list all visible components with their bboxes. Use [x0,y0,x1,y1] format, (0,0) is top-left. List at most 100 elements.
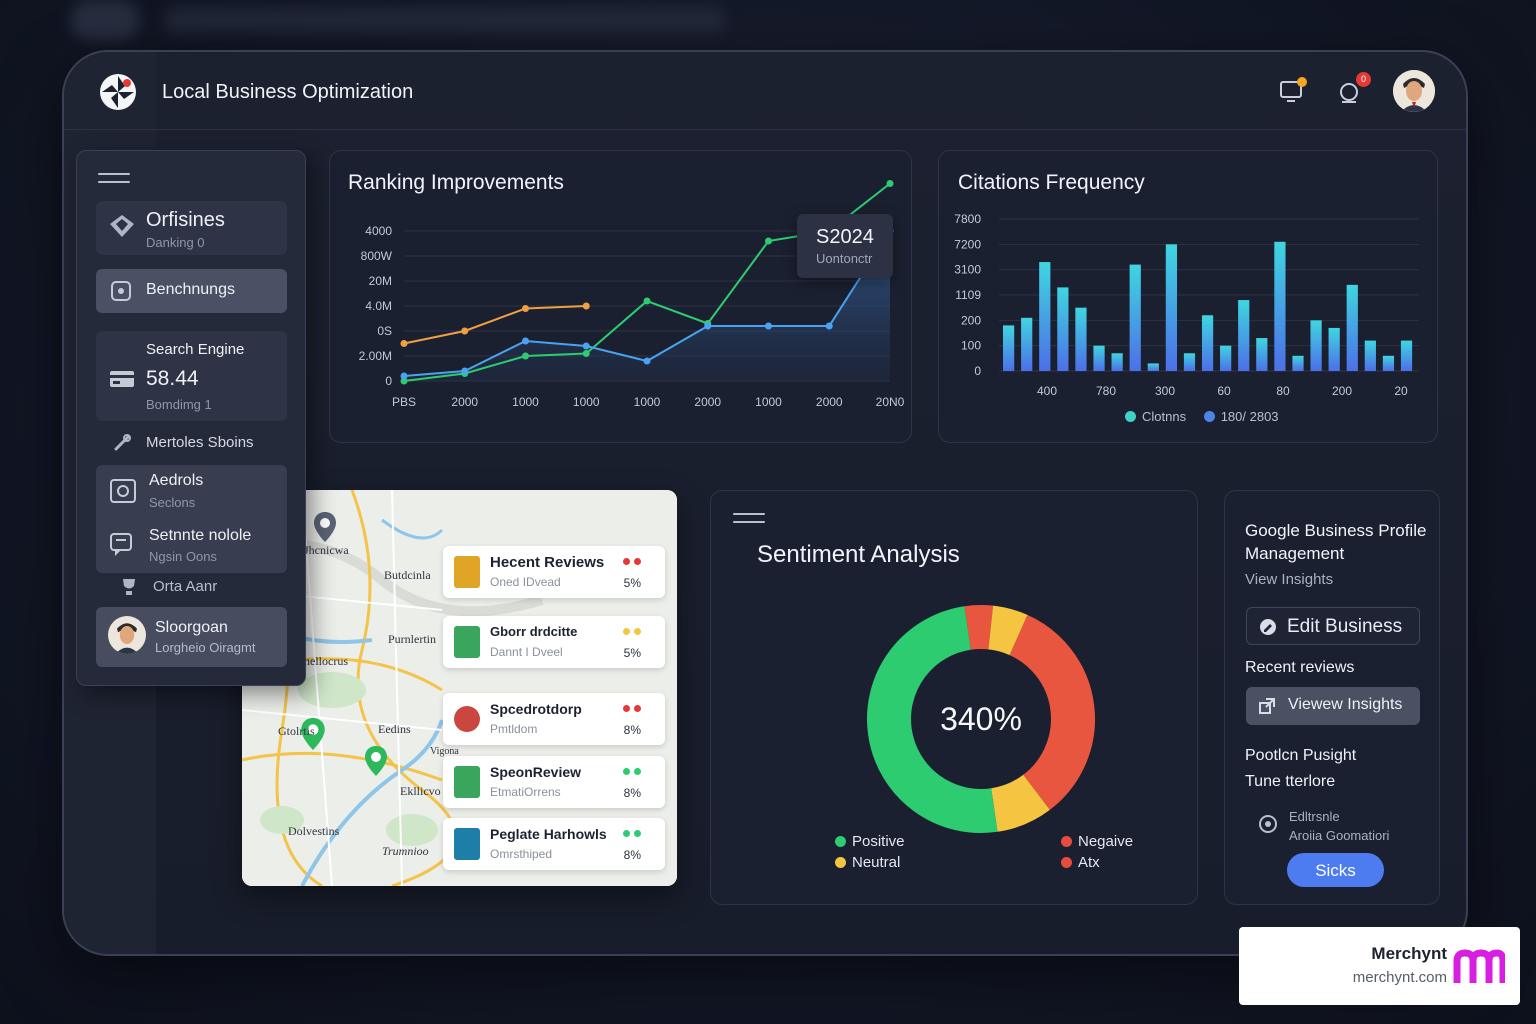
bar [1093,345,1105,371]
menu-icon[interactable] [733,513,765,527]
view-insights-button[interactable]: Viewew Insights [1246,687,1420,725]
sidebar-item-setnnte[interactable]: Setnnte nolole Ngsin Oons [96,519,287,571]
x-tick-label: 20N0 [876,395,905,409]
x-tick-label: 300 [1155,384,1175,398]
review-card[interactable]: Hecent Reviews Oned IDvead 5% [443,546,665,598]
bar [1201,315,1214,371]
sidebar-user-sub: Lorgheio Oiragmt [155,640,256,655]
data-point [461,367,469,375]
bar [1057,287,1069,371]
data-point [765,322,772,330]
data-point [765,237,772,245]
legend-citations: Clotnns [1142,409,1187,424]
sentiment-donut-chart [867,605,1095,833]
y-tick-label: 200 [961,313,981,327]
sidebar-item-sub: Danking 0 [146,235,205,250]
x-tick-label: 2000 [816,395,843,409]
map-pin-icon[interactable] [364,746,388,776]
diamond-icon [110,215,134,237]
map-label: Trumnioo [382,844,429,858]
review-card[interactable]: SpeonReview EtmatiOrrens 8% [443,756,665,808]
view-insights-button-label: Viewew Insights [1288,696,1403,713]
app-logo-icon[interactable] [98,72,138,112]
gbp-line-a: Pootlcn Pusight [1245,747,1357,764]
sidebar-item-label: Setnnte nolole [149,527,252,544]
donut-slice [1008,614,1095,810]
map-pin-icon[interactable] [314,512,336,542]
bar [1310,320,1322,371]
data-point [886,180,894,187]
sicks-button[interactable]: Sicks [1287,853,1384,887]
sidebar-item-orfisines[interactable]: Orfisines Danking 0 [96,201,287,255]
bar [1364,340,1376,371]
x-tick-label: 2000 [694,395,721,409]
edit-business-button[interactable]: Edit Business [1246,607,1420,645]
data-point [400,372,408,380]
review-title: SpeonReview [490,764,582,780]
review-card[interactable]: Peglate Harhowls Omrsthiped 8% [443,818,665,870]
sidebar-menu-icon[interactable] [98,173,130,187]
review-status-dots [623,768,641,775]
map-pin-icon[interactable] [300,718,326,750]
bell-icon[interactable] [1336,76,1366,106]
donut-slice [867,606,998,833]
monitor-icon[interactable] [1278,76,1308,106]
sentiment-legend-left: Positive Neutral [835,831,905,873]
recent-reviews-label: Recent reviews [1245,659,1355,676]
review-title: Spcedrotdorp [490,701,582,717]
sidebar-item-orta[interactable]: Orta Aanr [96,573,287,603]
map-reviews-card[interactable]: Jhcnicwa Butdcinla Purnlertin hellocrus … [242,490,677,886]
map-label: hellocrus [304,654,348,668]
sidebar-user-name: Sloorgoan [155,619,228,636]
x-tick-label: 400 [1037,384,1057,398]
merchynt-name: Merchynt [1371,944,1447,963]
bar [1292,355,1304,371]
search-engine-value: 58.44 [146,367,199,390]
review-status-dots [623,830,641,837]
ranking-title: Ranking Improvements [348,171,564,194]
edit-icon [1260,619,1276,635]
review-pct: 8% [623,848,641,862]
sidebar-item-sub: Bomdimg 1 [146,397,212,412]
blurred-background-title [70,0,790,40]
bar [1400,340,1413,371]
data-point [643,297,651,305]
bar [1075,307,1087,371]
merchynt-logo-icon [1453,949,1505,983]
map-label: Jhcnicwa [304,543,349,557]
review-sub: EtmatiOrrens [490,785,561,799]
x-tick-label: 200 [1332,384,1352,398]
y-tick-label: 0 [974,364,981,378]
legend-dot-positive [835,836,846,847]
review-sub: Dannt I Dveel [490,645,563,659]
x-tick-label: PBS [392,395,416,409]
citations-bar-chart: 7800 7200 3100 1109 200 100 0 400 780 300 60 80 200 2… [954,212,1419,398]
bar [1256,338,1268,371]
bar [1346,284,1358,371]
map-label: Ekllicvo [400,784,441,798]
y-tick-label: 7800 [954,212,981,226]
review-sub: Omrsthiped [490,847,553,861]
sidebar-item-metrics[interactable]: Mertoles Sboins [96,429,287,459]
review-card[interactable]: Spcedrotdorp Pmtldom 8% [443,693,665,745]
data-point [400,340,408,347]
data-point [582,342,590,350]
sidebar-item-aedrols[interactable]: Aedrols Seclons [96,465,287,517]
app-window: Local Business Optimization 0 Ranking Im… [62,50,1468,956]
map-label: Eedins [378,722,411,736]
review-pct: 8% [623,723,641,737]
sidebar-item-search-engine[interactable]: Search Engine 58.44 Bomdimg 1 [96,331,287,421]
bar [1129,264,1141,371]
sidebar-item-label: Orta Aanr [153,578,218,595]
merchynt-branding[interactable]: Merchynt merchynt.com [1239,927,1520,1005]
view-insights-link[interactable]: View Insights [1245,571,1334,588]
sidebar-user-card[interactable]: Sloorgoan Lorgheio Oiragmt [96,607,287,667]
camera-icon [111,281,131,301]
bar [1147,363,1159,371]
gbp-panel: Google Business Profile Management View … [1224,490,1440,905]
legend-dot-period [1203,411,1215,422]
user-avatar[interactable] [1393,70,1435,112]
review-card[interactable]: Gborr drdcitte Dannt I Dveel 5% [443,616,665,668]
sidebar-item-benchmarks[interactable]: Benchnungs [96,269,287,313]
sidebar: Orfisines Danking 0 Benchnungs Search En… [76,150,306,686]
